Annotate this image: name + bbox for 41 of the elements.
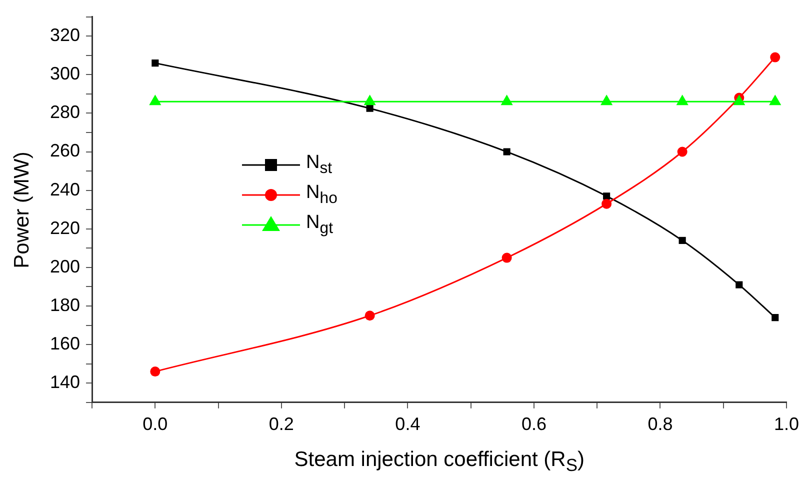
x-tick-label: 0.0 — [142, 414, 168, 434]
y-axis-title: Power (MW) — [10, 151, 34, 268]
y-tick-label: 180 — [50, 294, 80, 315]
point — [736, 281, 743, 288]
legend-label: N$_{gt}$ — [306, 212, 333, 238]
x-tick-label: 0.2 — [268, 414, 294, 434]
y-tick-label: 160 — [50, 334, 80, 354]
y-tick-label: 220 — [50, 218, 80, 238]
point — [676, 94, 688, 106]
point — [503, 148, 510, 156]
x-tick-label: 0.8 — [648, 414, 673, 434]
y-tick-label: 320 — [50, 25, 80, 46]
x-tick-label: 1.0 — [774, 414, 800, 434]
y-tick-label: 260 — [50, 140, 80, 161]
point — [366, 104, 374, 112]
x-tick-label: 0.6 — [521, 414, 546, 434]
legend-label: N$_{st}$ — [306, 152, 332, 178]
legend-label: N$_{ho}$ — [306, 182, 338, 208]
x-tick-label: 0.4 — [395, 414, 420, 434]
y-tick-label: 140 — [50, 372, 80, 392]
point — [150, 366, 160, 377]
x-axis-title: Steam injection coefficient (R$_{S}$) — [294, 448, 585, 476]
point — [677, 146, 688, 157]
point — [502, 252, 512, 263]
point — [152, 60, 159, 67]
y-tick-label: 240 — [50, 179, 80, 200]
point — [603, 192, 610, 200]
y-tick-label: 200 — [50, 256, 80, 276]
point — [600, 94, 613, 106]
point — [770, 52, 780, 62]
point — [364, 310, 375, 321]
point — [364, 94, 376, 106]
point — [678, 236, 686, 244]
y-tick-label: 280 — [50, 102, 80, 122]
point — [733, 94, 746, 106]
point — [149, 94, 162, 106]
y-tick-label: 300 — [50, 64, 80, 84]
point — [769, 94, 782, 106]
point — [500, 94, 513, 106]
point — [772, 314, 779, 322]
point — [602, 198, 612, 209]
